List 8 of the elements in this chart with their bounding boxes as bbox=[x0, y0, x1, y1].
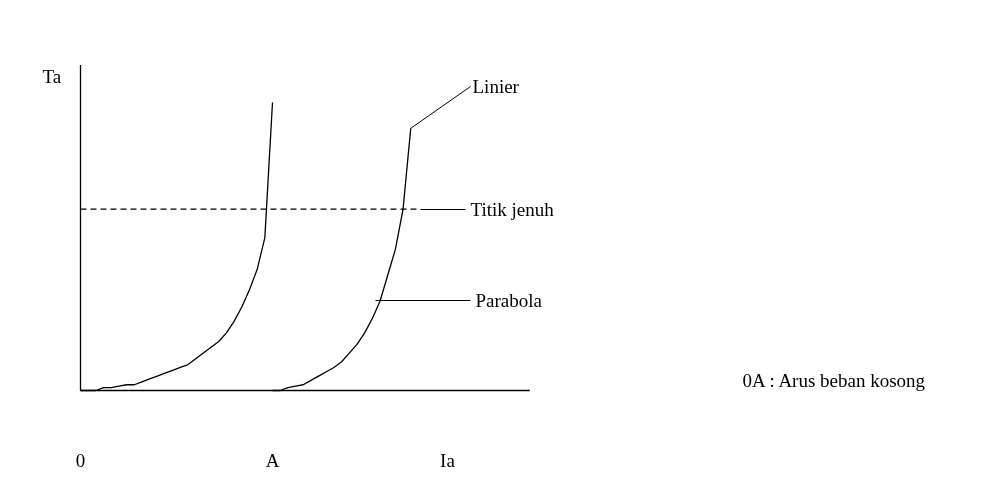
x-axis-title: Ia bbox=[440, 450, 456, 471]
text: Linier bbox=[472, 76, 520, 97]
annotation: Titik jenuh bbox=[470, 199, 555, 220]
y-axis-title: Ta bbox=[42, 66, 62, 87]
x-tick-label: 0 bbox=[75, 450, 86, 471]
annotation: Parabola bbox=[475, 290, 543, 311]
x-tick-label: A bbox=[265, 450, 280, 471]
text: 0A : Arus beban kosong bbox=[742, 370, 926, 391]
